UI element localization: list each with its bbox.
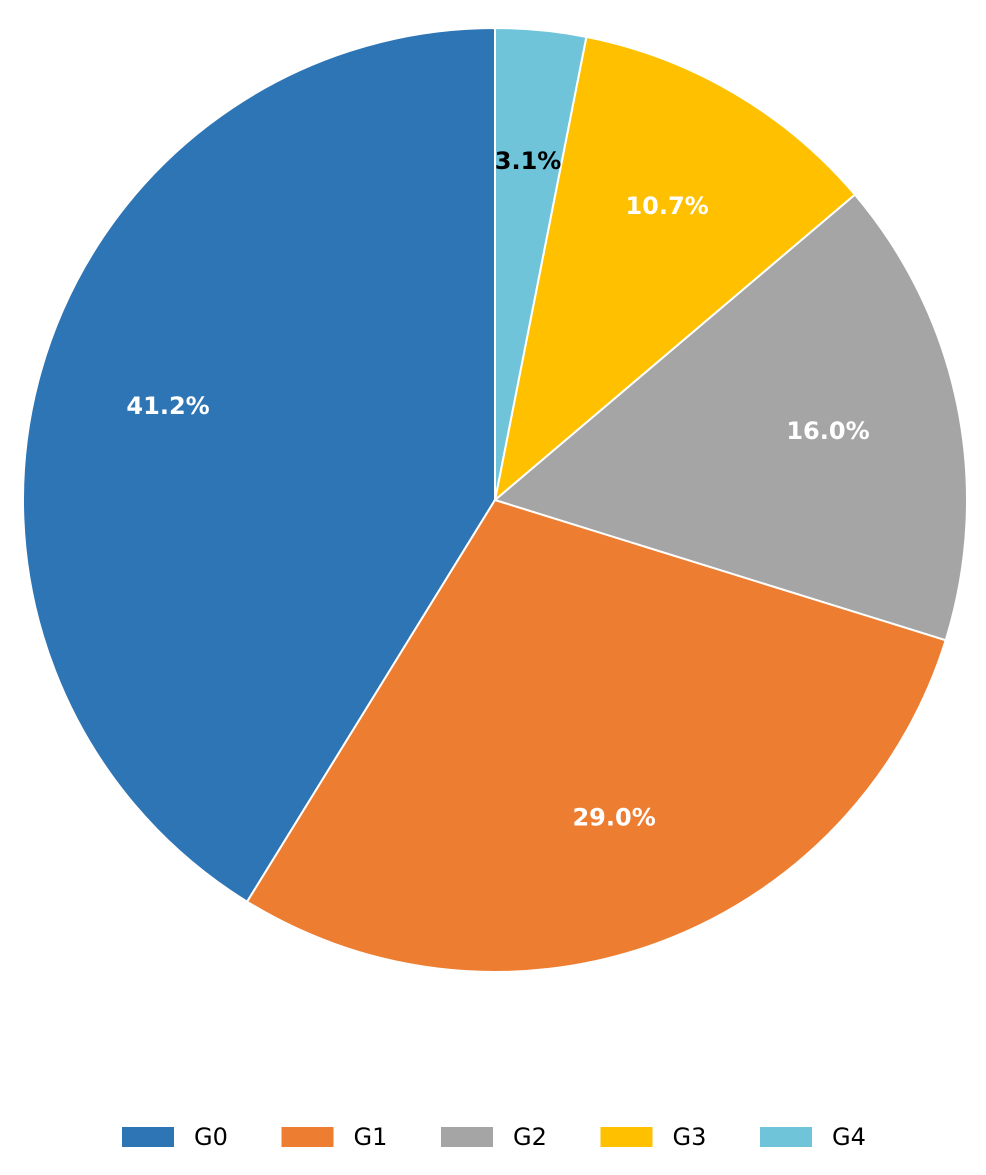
legend-swatch xyxy=(760,1127,812,1147)
legend-label: G0 xyxy=(194,1123,228,1151)
legend-swatch xyxy=(122,1127,174,1147)
pie-slice xyxy=(492,193,968,642)
legend-label: G3 xyxy=(673,1123,707,1151)
value-label: 16.0% xyxy=(786,417,869,445)
legend-swatch xyxy=(600,1127,653,1147)
pie-slice xyxy=(494,26,588,501)
value-label: 41.2% xyxy=(126,392,209,420)
pie-slice xyxy=(245,498,947,973)
legend-label: G4 xyxy=(832,1123,866,1151)
legend-swatch xyxy=(281,1127,334,1147)
pie-slice xyxy=(22,26,496,904)
pie-slice xyxy=(493,35,857,503)
value-label: 29.0% xyxy=(572,803,655,831)
legend-label: G2 xyxy=(513,1123,547,1151)
legend-swatch xyxy=(441,1127,493,1147)
value-label: 3.1% xyxy=(495,147,562,175)
value-label: 10.7% xyxy=(625,192,708,220)
legend-label: G1 xyxy=(354,1123,388,1151)
